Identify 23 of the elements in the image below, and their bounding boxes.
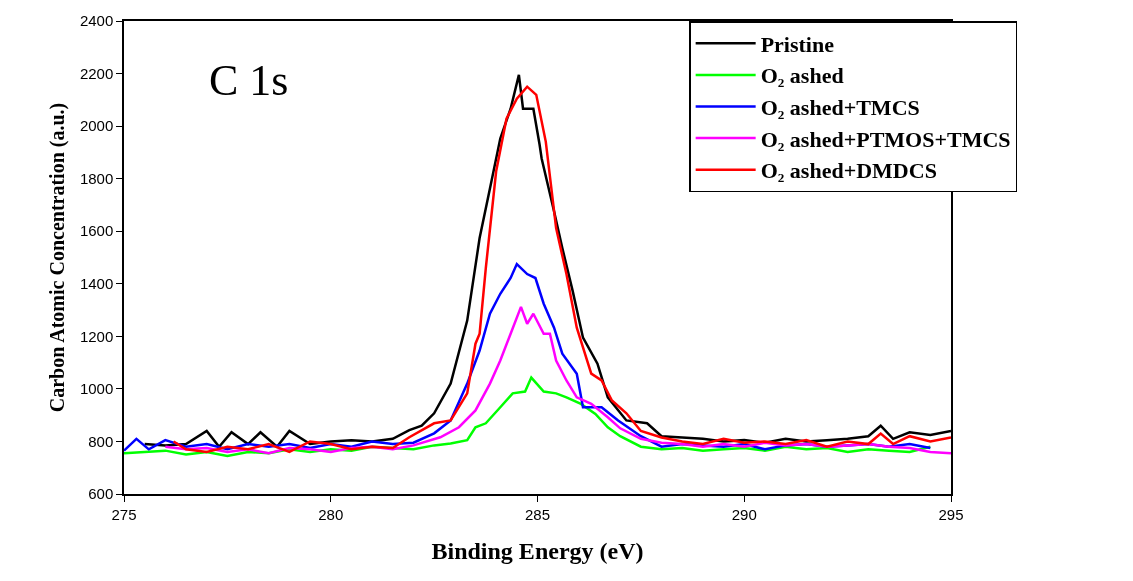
annotation: C 1s	[209, 56, 289, 105]
y-tick-label: 1400	[79, 275, 114, 293]
legend-label: O₂ ashed+TMCS	[760, 95, 920, 121]
legend-label: Pristine	[760, 31, 835, 57]
y-tick-label: 800	[88, 432, 114, 450]
x-tick-label: 280	[318, 505, 344, 523]
y-tick-label: 2200	[79, 64, 114, 82]
y-axis-title: Carbon Atomic Concentration (a.u.)	[45, 102, 69, 413]
x-tick-label: 275	[111, 505, 137, 523]
legend-label: O₂ ashed	[760, 63, 844, 89]
y-tick-label: 1000	[79, 380, 114, 398]
x-tick-label: 295	[938, 505, 964, 523]
y-tick-label: 1600	[79, 222, 114, 240]
x-tick-label: 285	[524, 505, 551, 523]
y-tick-label: 2400	[79, 12, 114, 30]
y-tick-label: 600	[88, 485, 114, 503]
y-tick-label: 2000	[79, 117, 114, 135]
y-tick-label: 1800	[79, 169, 114, 187]
legend-label: O₂ ashed+PTMOS+TMCS	[760, 126, 1011, 152]
legend-label: O₂ ashed+DMDCS	[760, 158, 937, 184]
x-tick-label: 290	[731, 505, 757, 523]
y-tick-label: 1200	[79, 327, 114, 345]
x-axis-title: Binding Energy (eV)	[431, 537, 644, 564]
